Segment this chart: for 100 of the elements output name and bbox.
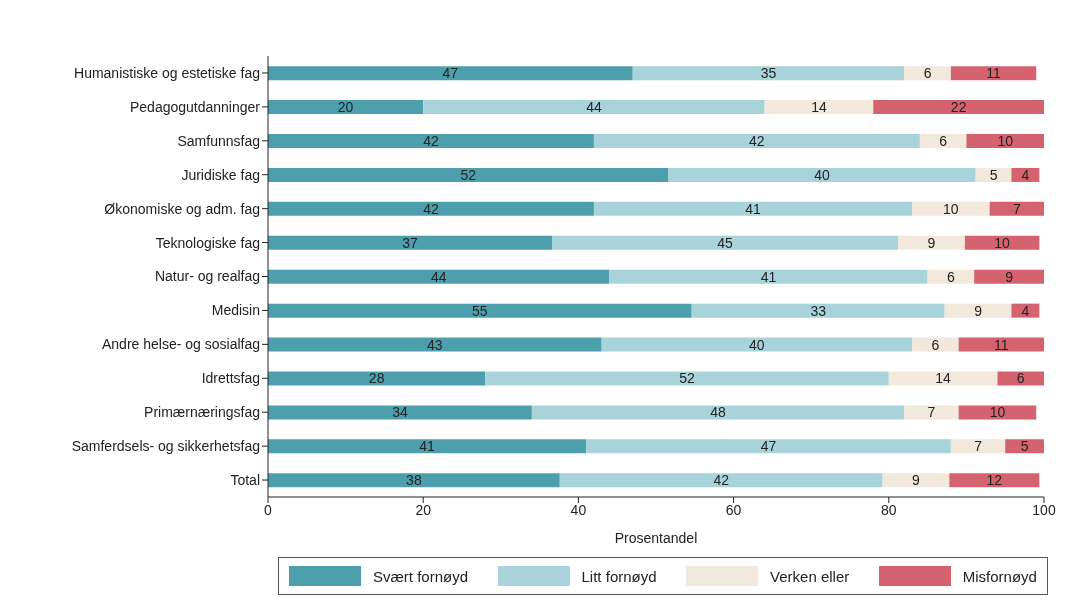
data-label: 44 [430, 268, 447, 285]
data-label: 5 [1020, 438, 1029, 455]
data-label: 9 [912, 472, 921, 489]
data-label: 55 [472, 302, 488, 319]
data-label: 12 [986, 472, 1003, 489]
data-label: 14 [811, 99, 827, 116]
data-label: 42 [713, 472, 730, 489]
bar [423, 100, 765, 115]
y-tick-label: Humanistiske og estetiske fag [74, 64, 260, 81]
data-label: 9 [1005, 268, 1014, 285]
data-label: 7 [927, 404, 936, 421]
data-label: 4 [1021, 166, 1030, 183]
bar [764, 100, 874, 115]
data-label: 37 [402, 234, 419, 251]
legend-label: Litt fornøyd [580, 566, 657, 586]
data-label: 6 [946, 268, 955, 285]
data-label: 10 [989, 404, 1006, 421]
data-label: 10 [994, 234, 1011, 251]
data-label: 42 [749, 133, 765, 150]
data-label: 41 [760, 268, 777, 285]
legend-label: Verken eller [769, 566, 850, 586]
bar [268, 66, 633, 81]
data-label: 9 [974, 302, 983, 319]
x-tick-label: 60 [725, 501, 742, 518]
bar [552, 235, 899, 250]
data-label: 33 [810, 302, 827, 319]
bar [268, 235, 553, 250]
y-tick-label: Primærnæringsfag [144, 404, 260, 421]
bar [609, 269, 928, 284]
x-axis-title: Prosentandel [614, 530, 698, 546]
bar [268, 371, 486, 386]
bar [974, 269, 1044, 284]
data-label: 40 [749, 336, 765, 353]
bar [559, 473, 883, 488]
legend-label: Misfornøyd [961, 566, 1037, 586]
data-label: 6 [923, 65, 932, 82]
data-label: 42 [423, 133, 439, 150]
bar [268, 269, 610, 284]
data-label: 9 [927, 234, 936, 251]
data-label: 41 [745, 200, 761, 217]
data-label: 11 [986, 65, 1002, 82]
y-tick-label: Økonomiske og adm. fag [104, 200, 260, 217]
bar [586, 439, 951, 454]
bar [927, 269, 975, 284]
data-label: 6 [939, 133, 948, 150]
data-label: 52 [460, 166, 477, 183]
bar [593, 201, 913, 216]
y-tick-label: Medisin [211, 302, 260, 319]
legend-label: Svært fornøyd [372, 566, 469, 586]
y-tick-label: Samfunnsfag [177, 132, 260, 149]
data-label: 48 [710, 404, 727, 421]
data-label: 6 [931, 336, 940, 353]
bar [268, 337, 602, 352]
data-label: 7 [1012, 200, 1021, 217]
data-label: 35 [760, 65, 777, 82]
bar [668, 167, 976, 182]
data-label: 10 [997, 133, 1014, 150]
data-label: 52 [679, 370, 696, 387]
bar [601, 337, 913, 352]
bar [882, 473, 950, 488]
bar [268, 473, 560, 488]
bar [949, 473, 1040, 488]
data-label: 45 [717, 234, 734, 251]
bar [912, 201, 990, 216]
y-tick-label: Idrettsfag [201, 370, 260, 387]
bar [989, 201, 1044, 216]
data-label: 43 [427, 336, 443, 353]
bar [268, 201, 594, 216]
y-tick-label: Total [230, 472, 260, 489]
y-tick-label: Teknologiske fag [155, 234, 260, 251]
data-label: 11 [994, 336, 1009, 353]
bar [904, 405, 959, 420]
bar [904, 66, 951, 81]
data-label: 7 [974, 438, 983, 455]
bar [1011, 167, 1040, 182]
bar [268, 167, 669, 182]
bar [950, 66, 1037, 81]
bar [268, 100, 424, 115]
data-label: 38 [406, 472, 422, 489]
data-label: 44 [586, 99, 602, 116]
bar [919, 134, 967, 149]
y-tick-label: Natur- og realfag [154, 268, 260, 285]
bar [691, 303, 945, 318]
data-label: 6 [1016, 370, 1025, 387]
x-tick-label: 40 [570, 501, 587, 518]
bar [485, 371, 889, 386]
data-label: 28 [368, 370, 385, 387]
bar [1005, 439, 1044, 454]
bar [873, 100, 1044, 115]
data-label: 4 [1021, 302, 1030, 319]
y-tick-label: Juridiske fag [181, 166, 260, 183]
bar [632, 66, 905, 81]
bar [531, 405, 905, 420]
x-tick-label: 80 [881, 501, 897, 518]
y-tick-label: Samferdsels- og sikkerhetsfag [71, 438, 260, 455]
data-label: 34 [392, 404, 408, 421]
data-label: 40 [814, 166, 831, 183]
bar [944, 303, 1012, 318]
bar [964, 235, 1040, 250]
x-tick-label: 0 [264, 501, 273, 518]
